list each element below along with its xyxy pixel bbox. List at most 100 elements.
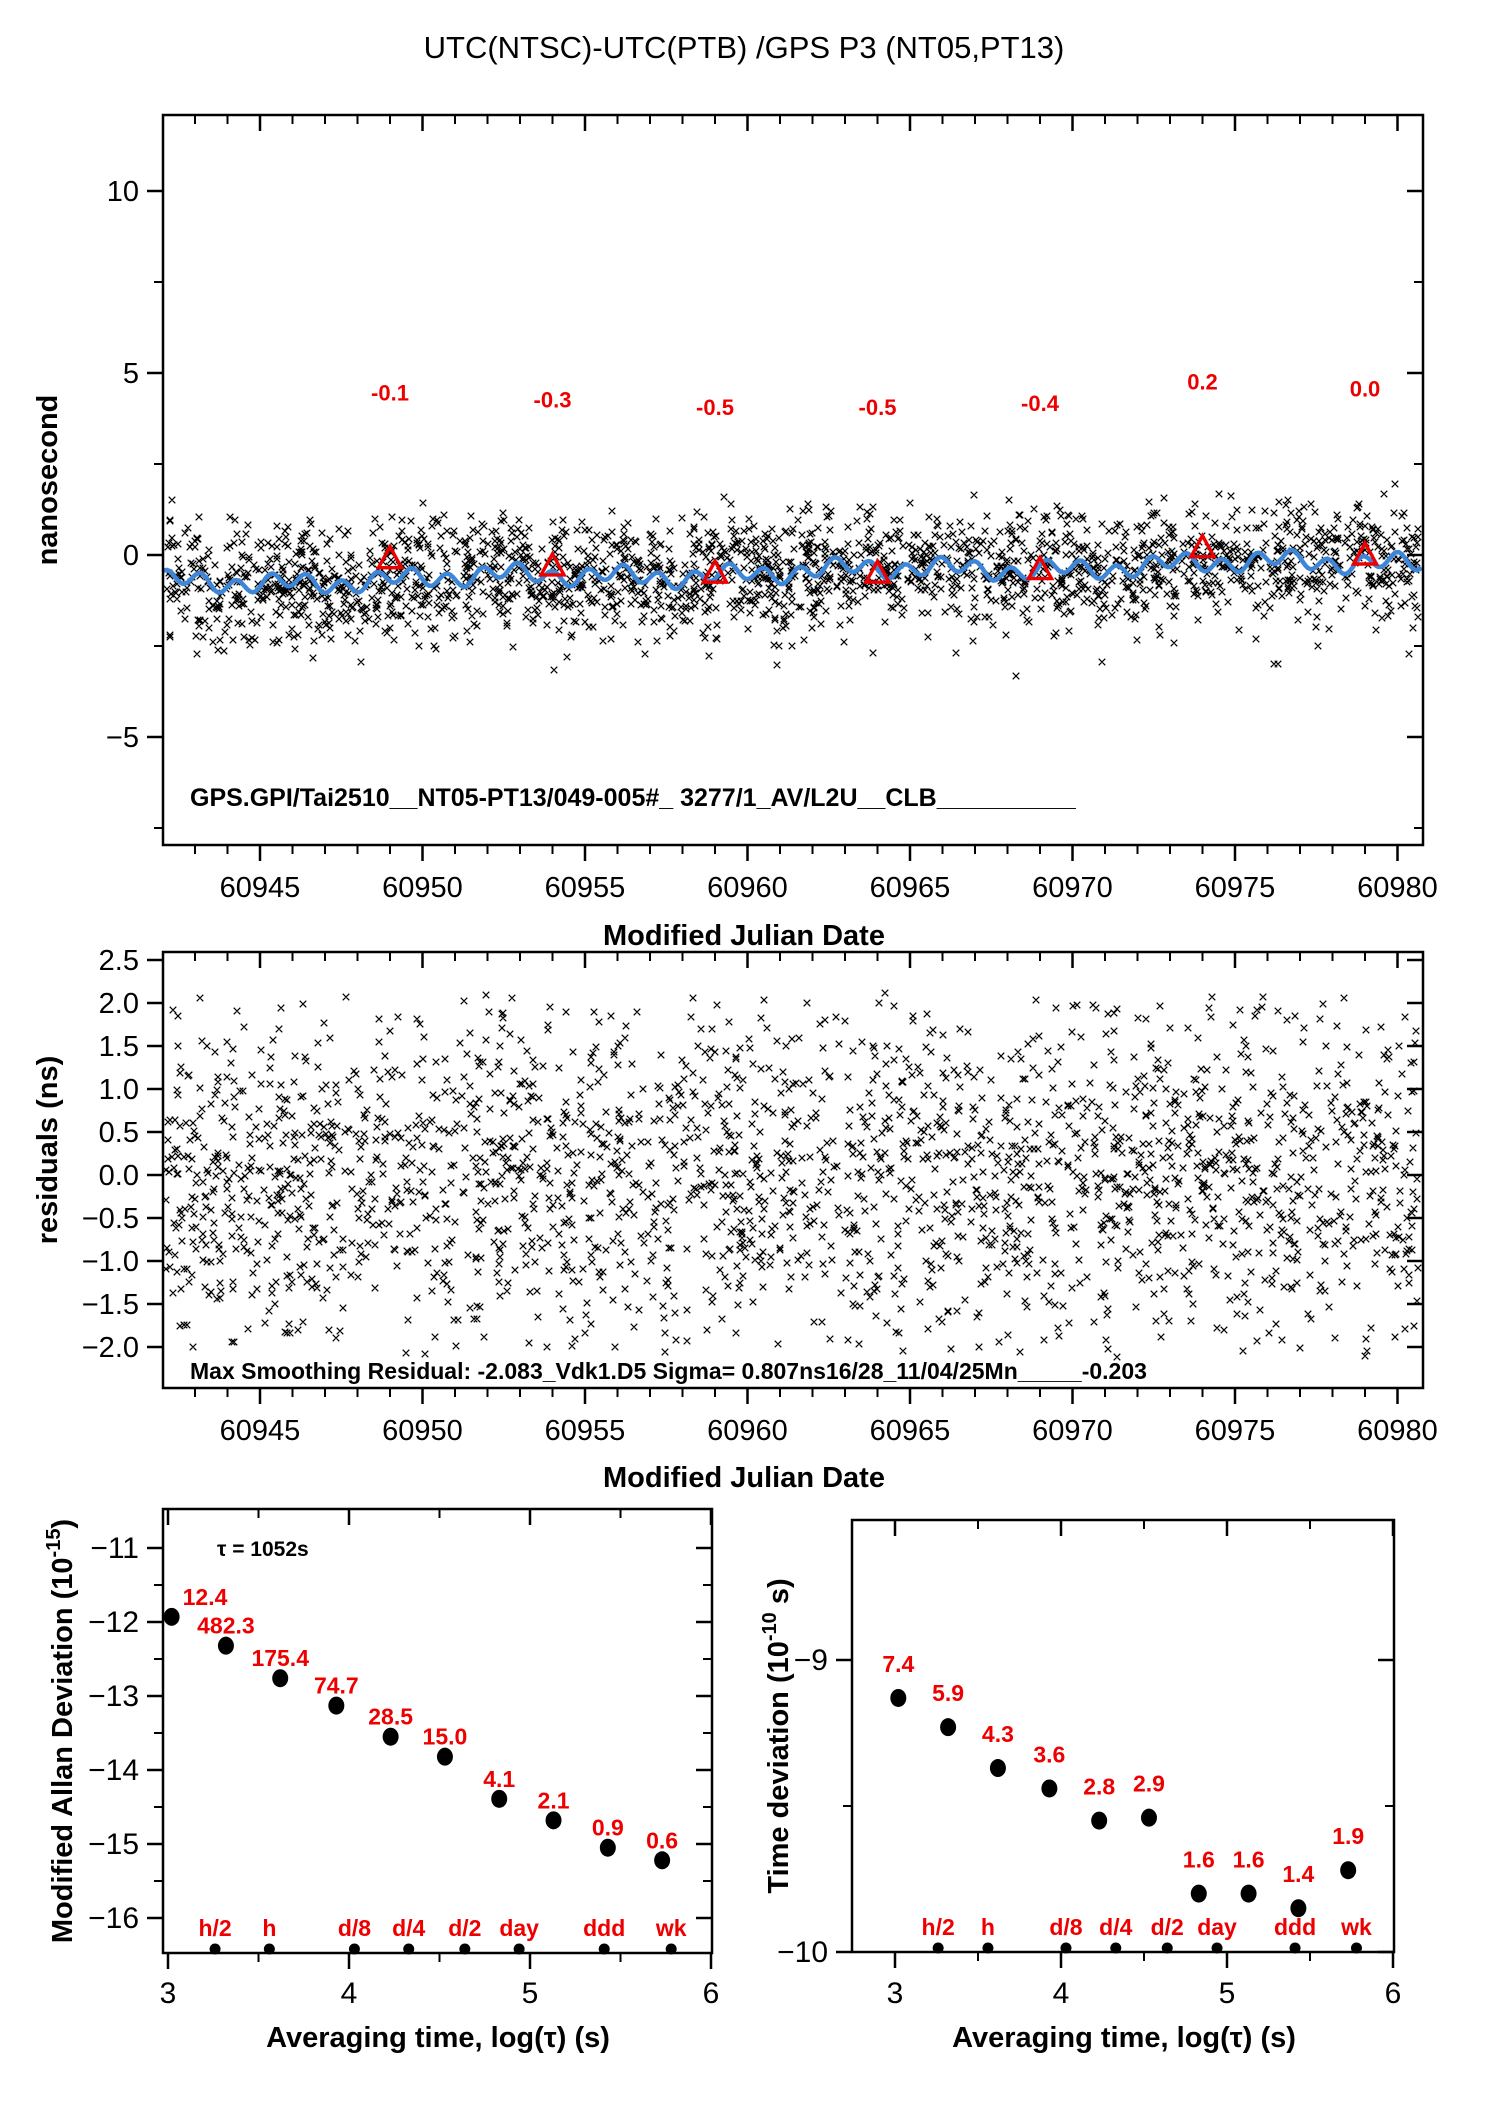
deviation-point	[1290, 1899, 1307, 1918]
triangle-value-label: 0.2	[1187, 369, 1218, 394]
ylabel-end: )	[47, 1519, 79, 1529]
x-tick-label: 3	[160, 1977, 177, 2010]
tau-marker-dot	[665, 1943, 677, 1955]
x-tick-label: 60955	[545, 872, 626, 904]
tdev-panel: 3 4 5 6 −9 −10 h/2 h d/8 d/4 d/2 day ddd wk 7.4 5.9 4.3 3…	[777, 1518, 1402, 2010]
x-tick-label: 60960	[707, 872, 788, 904]
y-tick-label: 0	[123, 540, 139, 572]
y-tick-label: −2.0	[82, 1332, 139, 1364]
deviation-point	[1240, 1884, 1257, 1903]
phase-panel: 60945 60950 60955 60960 60965 60970 60975 60980…	[106, 113, 1438, 904]
deviation-value-label: 175.4	[251, 1645, 309, 1671]
x-tick-label: 5	[522, 1977, 539, 2010]
ylabel-superscript: -10	[759, 1612, 781, 1641]
deviation-point	[491, 1789, 508, 1808]
deviation-point	[1340, 1861, 1357, 1880]
x-tick-label: 4	[1053, 1977, 1070, 2010]
tau-marker-dot	[1289, 1942, 1301, 1954]
tau-marker-label: h/2	[198, 1915, 231, 1941]
tai-triangle-marker	[1188, 532, 1217, 559]
tau-marker-label: h	[262, 1915, 276, 1941]
x-tick-label: 3	[887, 1977, 904, 2010]
tau-marker-label: d/4	[1099, 1914, 1132, 1940]
tau-marker-dot	[348, 1943, 360, 1955]
deviation-point	[890, 1688, 907, 1707]
tau-marker-label: h/2	[922, 1914, 955, 1940]
deviation-value-label: 1.4	[1282, 1861, 1314, 1887]
triangle-value-label: -0.5	[859, 395, 897, 420]
tau-marker-label: wk	[655, 1915, 687, 1941]
deviation-point	[217, 1636, 234, 1655]
deviation-value-label: 12.4	[183, 1584, 228, 1610]
tau-marker-label: h	[981, 1914, 995, 1940]
mdev-panel: 3 4 5 6 −11 −12 −13 −14 −15 −16 h/2 h d/8 d/4 d/2 day dd…	[88, 1507, 720, 2010]
y-tick-label: −1.5	[82, 1289, 139, 1321]
residuals-sigma-annotation: Max Smoothing Residual: -2.083_Vdk1.D5 S…	[190, 1358, 1147, 1384]
y-tick-label: −0.5	[82, 1203, 139, 1235]
phase-scatter-points	[163, 480, 1422, 680]
deviation-value-label: 2.8	[1083, 1774, 1115, 1800]
triangle-value-label: -0.4	[1021, 391, 1060, 416]
deviation-point	[328, 1696, 345, 1715]
chart-title: UTC(NTSC)-UTC(PTB) /GPS P3 (NT05,PT13)	[424, 30, 1065, 65]
ylabel-superscript: -15	[43, 1529, 65, 1558]
triangle-value-label: -0.1	[371, 380, 409, 405]
tai-triangle-marker	[538, 550, 567, 577]
tau-marker-dot	[1211, 1942, 1223, 1954]
tau-marker-dot	[932, 1942, 944, 1954]
tau-marker-dot	[1350, 1942, 1362, 1954]
x-tick-label: 60945	[220, 872, 301, 904]
tau-marker-label: day	[1197, 1914, 1237, 1940]
x-tick-label: 60970	[1032, 872, 1113, 904]
ylabel-base: Time deviation (10	[763, 1641, 795, 1894]
tau-marker-label: d/8	[1049, 1914, 1082, 1940]
deviation-value-label: 15.0	[423, 1724, 468, 1750]
deviation-value-label: 5.9	[932, 1680, 964, 1706]
triangle-value-label: -0.5	[696, 395, 734, 420]
x-tick-label: 6	[1385, 1977, 1402, 2010]
tau-marker-dot	[513, 1943, 525, 1955]
deviation-point	[272, 1669, 289, 1688]
y-tick-label: 10	[107, 176, 139, 208]
x-tick-label: 6	[703, 1977, 720, 2010]
deviation-point	[1041, 1779, 1058, 1798]
deviation-value-label: 1.6	[1233, 1847, 1265, 1873]
y-tick-label: −10	[777, 1936, 828, 1969]
mdev-tau-annotation: τ = 1052s	[217, 1538, 309, 1561]
mdev-x-axis-label: Averaging time, log(τ) (s)	[266, 2022, 610, 2054]
deviation-point	[545, 1811, 562, 1830]
tau-marker-dot	[1110, 1942, 1122, 1954]
deviation-point	[1190, 1884, 1207, 1903]
y-tick-label: −5	[106, 722, 139, 754]
deviation-value-label: 2.9	[1133, 1771, 1165, 1797]
y-tick-label: −11	[90, 1532, 139, 1565]
deviation-value-label: 4.3	[982, 1721, 1014, 1747]
x-tick-label: 5	[1219, 1977, 1236, 2010]
x-tick-label: 4	[341, 1977, 358, 2010]
x-tick-label: 60950	[382, 1415, 463, 1447]
axes-frame	[161, 950, 1425, 1390]
deviation-point	[654, 1851, 671, 1870]
deviation-point	[382, 1727, 399, 1746]
deviation-value-label: 4.1	[483, 1766, 515, 1792]
y-tick-label: 1.5	[99, 1031, 139, 1063]
y-tick-label: −13	[88, 1680, 139, 1713]
mdev-y-axis-label: Modified Allan Deviation (10-15)	[43, 1519, 79, 1943]
deviation-point	[163, 1607, 180, 1626]
deviation-point	[436, 1747, 453, 1766]
deviation-value-label: 0.6	[646, 1827, 678, 1853]
axes-frame	[161, 1507, 714, 1955]
y-tick-label: −15	[88, 1828, 139, 1861]
tau-marker-label: wk	[1340, 1914, 1372, 1940]
tau-marker-label: d/4	[392, 1915, 425, 1941]
residuals-scatter-points	[162, 989, 1422, 1361]
deviation-value-label: 1.9	[1332, 1823, 1364, 1849]
triangle-value-label: 0.0	[1350, 377, 1381, 402]
tai-triangle-marker	[700, 557, 730, 584]
x-tick-label: 60980	[1357, 872, 1438, 904]
tau-marker-dot	[1161, 1942, 1173, 1954]
tau-marker-dot	[209, 1943, 221, 1955]
deviation-value-label: 74.7	[314, 1673, 359, 1699]
tau-marker-dot	[598, 1943, 610, 1955]
